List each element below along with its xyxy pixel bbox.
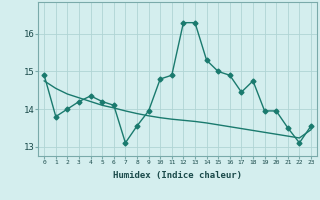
X-axis label: Humidex (Indice chaleur): Humidex (Indice chaleur) bbox=[113, 171, 242, 180]
